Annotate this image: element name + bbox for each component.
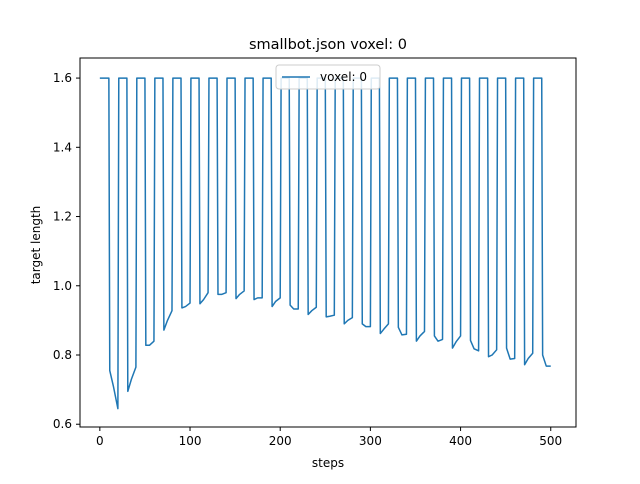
y-tick-label: 1.2 [53, 210, 72, 224]
plot-area-frame [79, 57, 577, 428]
chart-title: smallbot.json voxel: 0 [249, 37, 407, 53]
y-tick-label: 1.6 [53, 71, 72, 85]
x-axis-ticks: 0 100 200 300 400 500 [96, 427, 562, 448]
y-tick-label: 0.8 [53, 348, 72, 362]
x-tick-label: 100 [179, 434, 202, 448]
x-axis-label: steps [312, 456, 344, 470]
y-axis-ticks: 0.6 0.8 1.0 1.2 1.4 1.6 [53, 71, 80, 431]
legend-box [275, 64, 381, 90]
x-tick-label: 400 [449, 434, 472, 448]
x-tick-label: 300 [359, 434, 382, 448]
plot-series-group [99, 77, 551, 410]
x-tick-label: 0 [96, 434, 104, 448]
legend-entry-label: voxel: 0 [320, 70, 367, 84]
y-tick-label: 1.0 [53, 279, 72, 293]
y-tick-label: 0.6 [53, 417, 72, 431]
x-tick-label: 500 [539, 434, 562, 448]
series-line-0 [99, 77, 551, 410]
y-tick-label: 1.4 [53, 140, 72, 154]
legend: voxel: 0 [275, 64, 381, 90]
x-tick-label: 200 [269, 434, 292, 448]
y-axis-label: target length [29, 206, 43, 285]
